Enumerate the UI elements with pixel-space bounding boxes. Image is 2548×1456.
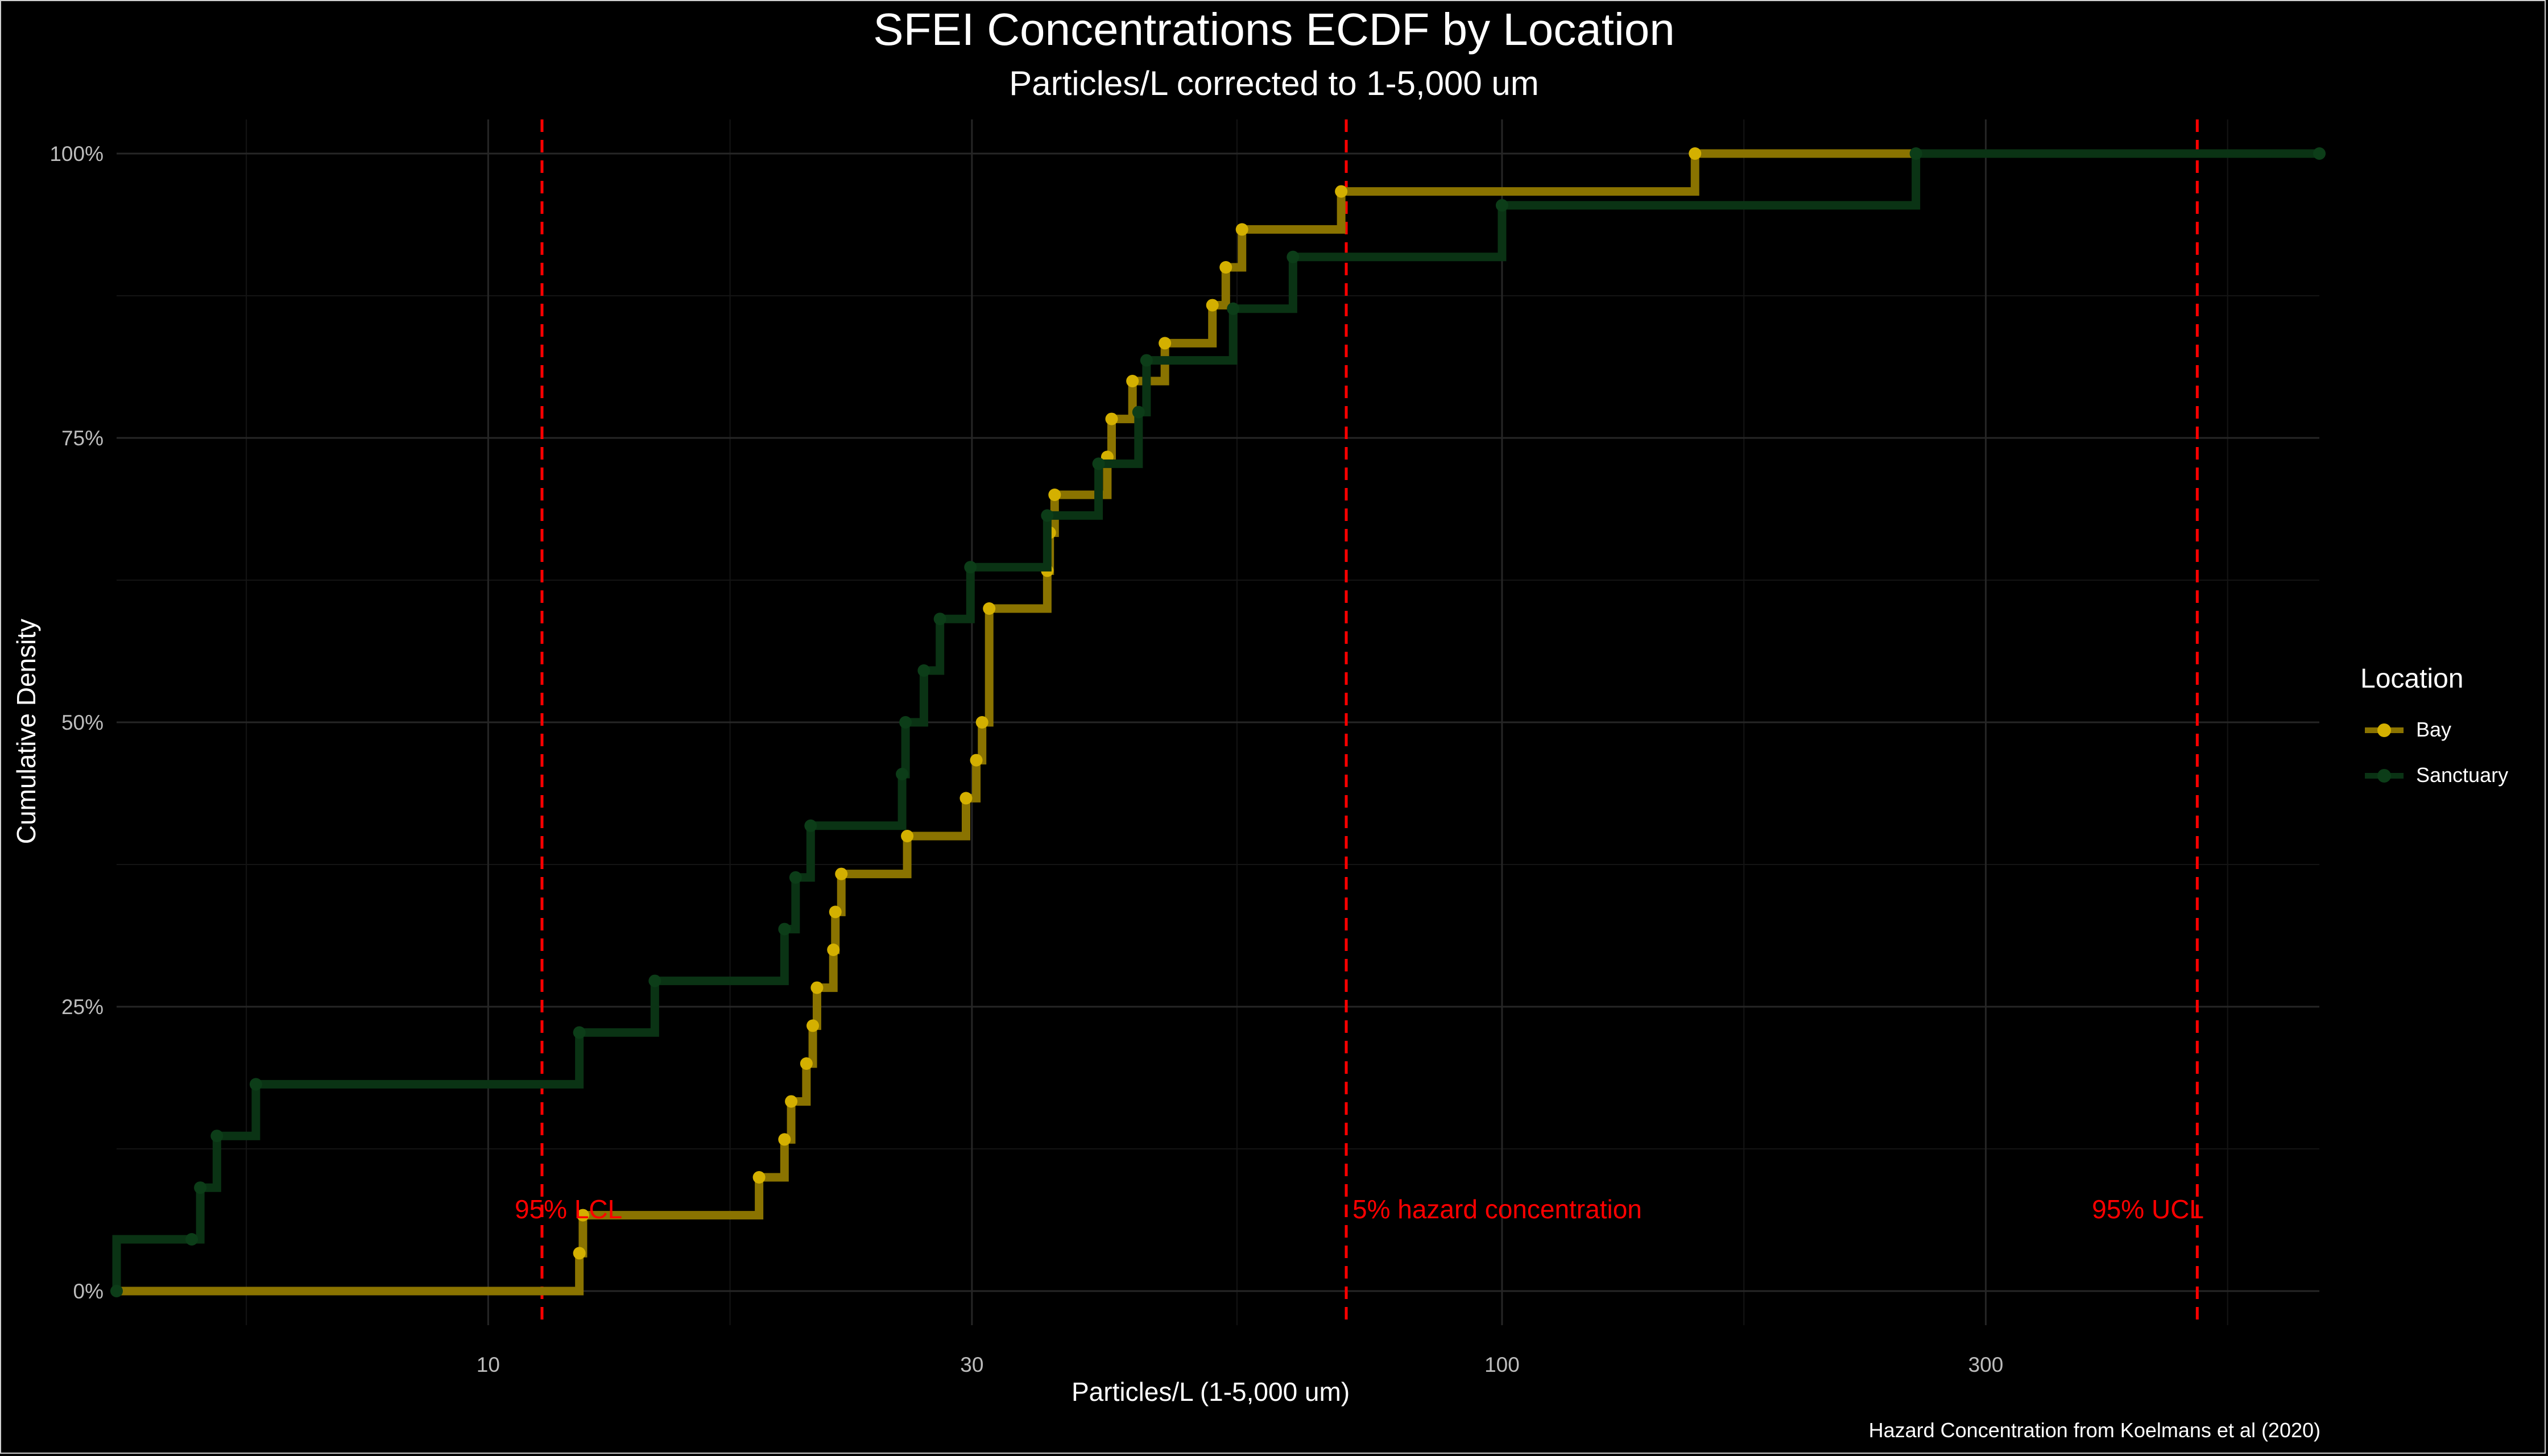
series-line-sanctuary [112,149,2319,1291]
data-point-sanctuary [896,768,909,780]
data-point-bay [1219,261,1232,274]
data-point-sanctuary [194,1181,207,1194]
series-layer [110,147,2326,1297]
data-point-bay [576,1209,589,1222]
data-point-sanctuary [1227,302,1240,315]
data-point-bay [959,792,973,805]
reference-labels: 95% LCL 5% hazard concentration 95% UCL [515,1194,2204,1224]
x-tick-labels: 10 30 100 300 [477,1353,2004,1376]
data-point-sanctuary [185,1233,198,1246]
y-tick-labels: 0% 25% 50% 75% 100% [49,142,104,1303]
chart-subtitle: Particles/L corrected to 1-5,000 um [1009,64,1539,102]
data-point-bay [1159,337,1172,350]
data-point-sanctuary [2313,147,2326,160]
reference-label: 95% UCL [2092,1194,2204,1224]
data-point-sanctuary [573,1026,586,1039]
x-tick-label: 300 [1968,1353,2004,1376]
data-point-sanctuary [778,923,791,936]
data-point-bay [829,905,842,919]
y-tick-label: 0% [73,1280,104,1303]
data-point-sanctuary [1041,509,1054,522]
data-point-bay [1335,185,1348,198]
data-point-bay [806,1019,820,1032]
data-point-bay [1206,299,1219,312]
legend-key-sanctuary [2360,752,2408,798]
legend-label-sanctuary: Sanctuary [2416,763,2509,787]
chart-title: SFEI Concentrations ECDF by Location [873,4,1675,55]
data-point-sanctuary [210,1130,224,1143]
data-point-bay [1048,489,1061,501]
data-point-sanctuary [1287,250,1300,263]
data-point-bay [1105,412,1118,425]
data-point-sanctuary [1132,406,1145,419]
y-tick-label: 100% [49,142,104,166]
legend-label-bay: Bay [2416,718,2452,741]
legend: Location Bay Sanctuary [2360,663,2508,798]
data-point-bay [1689,147,1702,160]
data-point-sanctuary [110,1285,123,1297]
data-point-sanctuary [1092,457,1105,470]
y-tick-label: 25% [61,995,104,1019]
data-point-sanctuary [917,664,930,677]
x-axis-title: Particles/L (1-5,000 um) [1072,1377,1350,1407]
data-point-sanctuary [933,613,946,626]
legend-item-bay: Bay [2360,707,2508,752]
y-axis-title: Cumulative Density [11,618,41,845]
data-point-sanctuary [648,974,661,987]
legend-key-bay [2360,707,2408,752]
data-point-sanctuary [964,561,977,574]
data-point-sanctuary [1909,147,1922,160]
legend-title: Location [2360,664,2464,694]
data-point-bay [1235,223,1248,236]
data-point-sanctuary [1140,354,1153,367]
y-tick-label: 50% [61,711,104,734]
major-gridlines [117,119,2319,1325]
y-tick-label: 75% [61,427,104,450]
data-point-bay [983,602,996,615]
reference-label: 5% hazard concentration [1352,1194,1642,1224]
data-point-sanctuary [1495,199,1508,212]
data-point-bay [970,754,983,767]
data-point-bay [901,830,914,842]
x-tick-label: 30 [960,1353,983,1376]
x-tick-label: 100 [1484,1353,1520,1376]
data-point-sanctuary [804,819,817,832]
data-point-bay [573,1247,586,1260]
data-point-bay [1126,375,1139,387]
data-point-sanctuary [249,1078,262,1091]
data-point-bay [785,1095,798,1108]
data-point-bay [810,981,824,994]
data-point-bay [752,1171,766,1184]
data-point-sanctuary [789,871,802,884]
data-point-sanctuary [899,716,912,729]
data-point-bay [827,944,840,956]
legend-item-sanctuary: Sanctuary [2360,752,2508,798]
reference-lines [540,119,2199,1325]
data-point-bay [778,1133,791,1146]
x-tick-label: 10 [477,1353,500,1376]
reference-label: 95% LCL [515,1194,622,1224]
data-point-bay [800,1057,813,1070]
chart-caption: Hazard Concentration from Koelmans et al… [1868,1418,2320,1442]
data-point-bay [975,716,988,729]
data-point-bay [835,867,848,880]
